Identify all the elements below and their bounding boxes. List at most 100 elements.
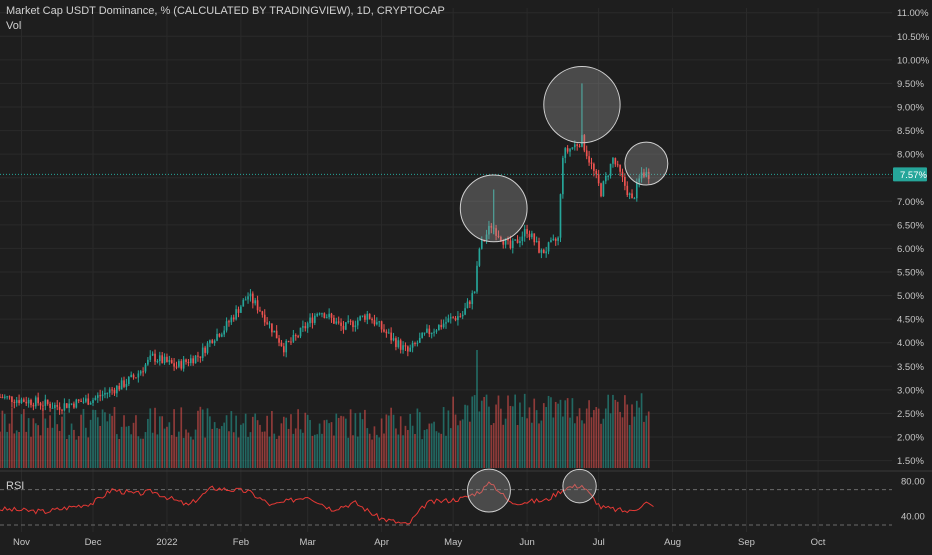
candle-body [77,399,80,401]
volume-bar [464,404,466,468]
candle-body [595,170,598,175]
candle-body [65,403,68,408]
volume-bar [230,411,233,468]
candle-body [349,320,352,322]
volume-bar [285,417,288,468]
volume-bar [111,415,113,468]
x-tick-label: Feb [233,537,249,548]
candle-body [433,331,435,333]
volume-bar [116,434,118,468]
volume-bar [321,433,323,468]
y-tick-label: 3.50% [897,362,924,373]
candle-body [158,355,161,362]
volume-bar [399,416,402,468]
y-tick-label: 11.00% [897,8,929,19]
candle-body [428,328,431,335]
volume-bar [130,434,133,468]
candle-body [566,148,569,152]
chart-title: Market Cap USDT Dominance, % (CALCULATED… [6,5,445,17]
volume-bar [15,430,18,468]
candle-body [37,397,39,404]
volume-bar [638,407,641,468]
volume-bar [395,428,397,468]
volume-bar [371,439,373,468]
volume-bar [275,438,278,468]
candle-body [328,313,330,318]
y-tick-label: 7.00% [897,197,924,208]
candle-body [378,321,381,323]
candle-body [407,346,409,352]
candle-body [402,345,404,350]
x-tick-label: 2022 [156,537,177,548]
candle-body [590,162,593,164]
last-price-label: 7.57% [900,170,927,181]
candle-body [421,333,423,338]
candles [0,83,650,415]
candle-body [54,404,56,408]
candle-body [44,399,47,406]
candle-body [612,158,614,164]
volume-bar [340,415,342,468]
candle-body [199,356,202,358]
volume-bar [302,432,304,468]
candle-body [361,315,364,317]
candle-body [123,380,125,387]
candle-body [330,313,333,318]
volume-bar [325,419,328,468]
candle-body [61,409,63,411]
volume-bar [309,420,311,468]
y-tick-label: 5.00% [897,291,924,302]
volume-bar [142,438,144,468]
highlight-circle [543,65,621,144]
candle-body [51,407,54,409]
volume-bar [282,416,285,468]
volume-bar [254,413,257,468]
volume-bar [402,435,404,468]
candle-body [485,234,488,241]
candle-body [151,353,154,356]
candle-body [249,293,252,297]
candle-body [220,334,223,337]
volume-bar [218,428,221,468]
volume-bar [488,406,490,468]
volume-bar [313,434,316,468]
candle-body [263,314,266,323]
volume-bar [597,408,600,468]
candle-body [352,321,354,328]
candle-body [70,403,73,405]
candle-body [516,239,519,243]
volume-bar [631,404,633,468]
volume-bar [37,425,39,468]
volume-bar [564,400,567,468]
candle-body [435,330,438,332]
candle-body [182,359,185,369]
candle-body [135,377,137,379]
candle-body [63,403,66,411]
candle-body [488,225,490,235]
candle-body [232,317,235,320]
candle-body [23,399,25,402]
candle-body [438,324,440,331]
volume-bar [49,415,51,468]
candle-body [161,355,164,363]
candle-body [397,340,400,347]
candle-body [562,157,564,195]
candle-body [254,300,257,304]
volume-bar [161,416,164,468]
y-tick-label: 4.50% [897,315,924,326]
candle-body [294,335,297,337]
volume-bar [297,409,299,468]
volume-bar [583,423,586,468]
volume-bar [421,439,423,468]
volume-bar [471,396,474,468]
volume-bar [469,421,471,468]
volume-bar [127,425,130,468]
volume-bar [385,414,388,468]
volume-bar [199,406,202,468]
volume-bar [604,408,607,468]
volume-bar [616,401,619,468]
candle-body [316,313,319,316]
candle-body [557,237,559,241]
